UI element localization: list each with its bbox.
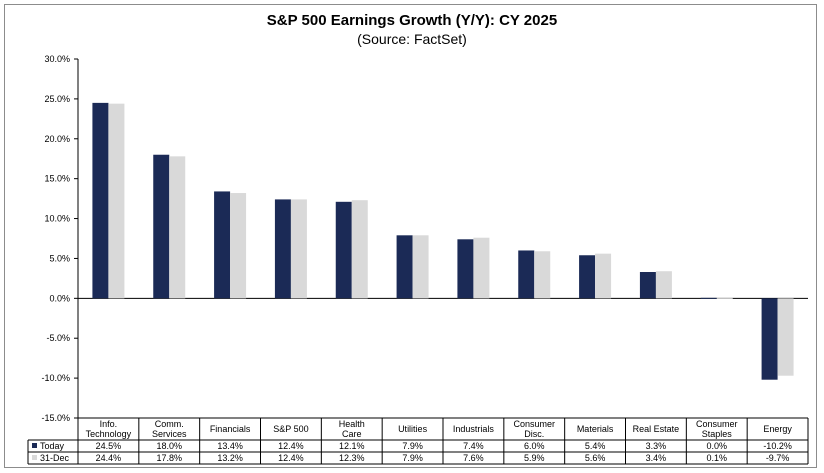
category-label: Financials (210, 424, 251, 434)
plot-area: 30.0% 25.0% 20.0% 15.0% 10.0% 5.0% 0.0% -5.0% -1… (27, 54, 809, 465)
category-label: Consumer (513, 419, 555, 429)
data-label: 24.5% (96, 441, 122, 451)
legend-label: 31-Dec (40, 453, 70, 463)
y-tick-label: 20.0% (44, 134, 70, 144)
category-label: Materials (577, 424, 614, 434)
data-label: 7.4% (463, 441, 484, 451)
data-label: 18.0% (156, 441, 182, 451)
data-label: 6.0% (524, 441, 545, 451)
category-label: Industrials (453, 424, 495, 434)
category-label: Info. (100, 419, 118, 429)
bar-today (396, 235, 413, 299)
legend-key-today (32, 443, 37, 448)
bar-today (335, 201, 352, 299)
category-label: Energy (763, 424, 792, 434)
y-tick-label: -10.0% (41, 373, 70, 383)
bar-today (274, 199, 291, 299)
data-label: 17.8% (156, 453, 182, 463)
data-label: 24.4% (96, 453, 122, 463)
bar-today (761, 298, 778, 380)
category-label: Technology (86, 429, 132, 439)
y-tick-label: -5.0% (46, 333, 70, 343)
y-tick-label: 10.0% (44, 214, 70, 224)
data-label: 5.9% (524, 453, 545, 463)
bar-today (518, 250, 535, 299)
bar-today (92, 102, 109, 299)
data-label: 12.3% (339, 453, 365, 463)
data-label: 3.4% (646, 453, 667, 463)
data-label: 7.9% (402, 441, 423, 451)
bar-31-dec (716, 297, 733, 299)
category-label: Comm. (155, 419, 184, 429)
category-label: Disc. (524, 429, 544, 439)
bar-31-dec (290, 199, 307, 299)
chart-subtitle: (Source: FactSet) (357, 31, 467, 47)
bar-31-dec (108, 103, 125, 299)
bar-31-dec (595, 253, 612, 299)
y-tick-label: 30.0% (44, 54, 70, 64)
category-label: S&P 500 (273, 424, 308, 434)
bar-today (639, 272, 656, 299)
data-label: 12.4% (278, 453, 304, 463)
data-label: 5.6% (585, 453, 606, 463)
category-label: Consumer (696, 419, 738, 429)
bar-today (700, 297, 717, 299)
bar-31-dec (655, 271, 672, 299)
data-label: 0.0% (706, 441, 727, 451)
legend-key-31-dec (32, 455, 37, 460)
data-label: 13.2% (217, 453, 243, 463)
category-label: Care (342, 429, 362, 439)
chart-title: S&P 500 Earnings Growth (Y/Y): CY 2025 (266, 12, 558, 29)
legend-label: Today (40, 441, 65, 451)
data-label: 3.3% (646, 441, 667, 451)
category-label: Real Estate (633, 424, 680, 434)
bar-31-dec (230, 193, 247, 299)
bar-31-dec (473, 237, 490, 299)
y-tick-label: 0.0% (49, 293, 70, 303)
bar-today (579, 255, 596, 299)
bar-31-dec (534, 251, 551, 299)
bar-31-dec (777, 298, 794, 376)
data-label: -9.7% (766, 453, 790, 463)
y-tick-label: 5.0% (49, 253, 70, 263)
bar-31-dec (351, 200, 368, 299)
y-tick-label: 15.0% (44, 174, 70, 184)
bar-31-dec (169, 156, 186, 299)
data-label: 0.1% (706, 453, 727, 463)
data-label: -10.2% (763, 441, 792, 451)
bar-today (214, 191, 231, 299)
y-tick-label: -15.0% (41, 413, 70, 423)
data-label: 7.6% (463, 453, 484, 463)
data-label: 12.1% (339, 441, 365, 451)
data-label: 7.9% (402, 453, 423, 463)
category-label: Utilities (398, 424, 428, 434)
category-label: Services (152, 429, 187, 439)
category-label: Health (339, 419, 365, 429)
data-label: 12.4% (278, 441, 304, 451)
bar-today (457, 239, 474, 299)
bar-31-dec (412, 235, 429, 299)
bar-today (153, 154, 170, 299)
data-label: 5.4% (585, 441, 606, 451)
category-label: Staples (702, 429, 733, 439)
data-label: 13.4% (217, 441, 243, 451)
y-tick-label: 25.0% (44, 94, 70, 104)
